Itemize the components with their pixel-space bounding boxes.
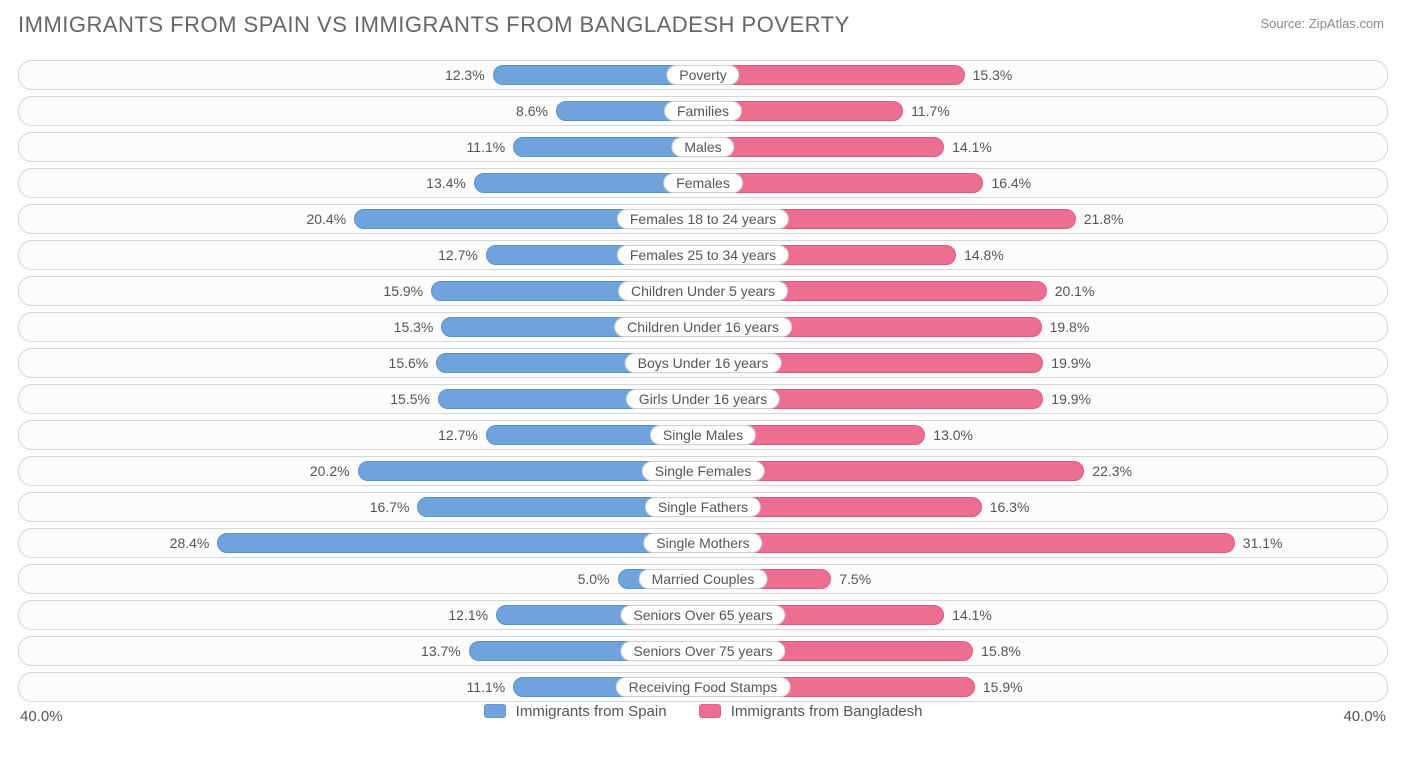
value-right: 31.1%	[1235, 529, 1283, 557]
value-left: 13.4%	[426, 169, 474, 197]
category-label: Females	[663, 173, 743, 193]
value-left: 20.4%	[306, 205, 354, 233]
chart-row: 15.9% 20.1% Children Under 5 years	[18, 276, 1388, 306]
category-label: Females 25 to 34 years	[617, 245, 789, 265]
category-label: Single Males	[650, 425, 756, 445]
category-label: Seniors Over 65 years	[620, 605, 785, 625]
bar-right	[703, 137, 944, 157]
chart-row: 13.4% 16.4% Females	[18, 168, 1388, 198]
value-left: 11.1%	[467, 673, 514, 701]
value-right: 14.1%	[944, 133, 992, 161]
value-right: 21.8%	[1076, 205, 1124, 233]
category-label: Males	[671, 137, 734, 157]
chart-row: 15.3% 19.8% Children Under 16 years	[18, 312, 1388, 342]
chart-row: 12.3% 15.3% Poverty	[18, 60, 1388, 90]
chart-row: 11.1% 15.9% Receiving Food Stamps	[18, 672, 1388, 702]
chart-row: 15.6% 19.9% Boys Under 16 years	[18, 348, 1388, 378]
category-label: Families	[664, 101, 742, 121]
chart-row: 12.1% 14.1% Seniors Over 65 years	[18, 600, 1388, 630]
value-right: 14.8%	[956, 241, 1004, 269]
category-label: Females 18 to 24 years	[617, 209, 789, 229]
bar-right	[703, 533, 1235, 553]
value-left: 12.7%	[438, 421, 486, 449]
value-left: 15.6%	[389, 349, 437, 377]
value-right: 19.9%	[1043, 385, 1091, 413]
axis-right-max: 40.0%	[1343, 708, 1386, 725]
value-left: 11.1%	[467, 133, 514, 161]
chart-row: 13.7% 15.8% Seniors Over 75 years	[18, 636, 1388, 666]
value-right: 15.9%	[975, 673, 1023, 701]
value-left: 15.5%	[390, 385, 438, 413]
value-right: 16.4%	[983, 169, 1031, 197]
chart-row: 12.7% 14.8% Females 25 to 34 years	[18, 240, 1388, 270]
legend-item-right: Immigrants from Bangladesh	[699, 703, 923, 720]
diverging-bar-chart: 12.3%15.3%Poverty8.6%11.7%Families11.1%1…	[18, 60, 1388, 702]
category-label: Boys Under 16 years	[625, 353, 782, 373]
legend-swatch-right	[699, 704, 721, 718]
value-left: 5.0%	[578, 565, 618, 593]
value-left: 13.7%	[421, 637, 469, 665]
value-right: 16.3%	[982, 493, 1030, 521]
value-right: 15.8%	[973, 637, 1021, 665]
category-label: Children Under 5 years	[618, 281, 788, 301]
chart-row: 11.1% 14.1% Males	[18, 132, 1388, 162]
category-label: Children Under 16 years	[614, 317, 792, 337]
value-right: 14.1%	[944, 601, 992, 629]
legend-swatch-left	[484, 704, 506, 718]
chart-row: 16.7% 16.3% Single Fathers	[18, 492, 1388, 522]
bar-right	[703, 173, 983, 193]
category-label: Poverty	[666, 65, 739, 85]
value-right: 11.7%	[903, 97, 950, 125]
value-left: 28.4%	[170, 529, 218, 557]
bar-left	[217, 533, 703, 553]
category-label: Single Females	[642, 461, 765, 481]
value-left: 12.1%	[448, 601, 496, 629]
legend-label-left: Immigrants from Spain	[516, 703, 667, 720]
legend: Immigrants from Spain Immigrants from Ba…	[18, 703, 1388, 720]
legend-label-right: Immigrants from Bangladesh	[731, 703, 923, 720]
value-left: 20.2%	[310, 457, 358, 485]
chart-row: 12.7% 13.0% Single Males	[18, 420, 1388, 450]
chart-row: 8.6% 11.7% Families	[18, 96, 1388, 126]
value-right: 15.3%	[965, 61, 1013, 89]
chart-row: 20.4% 21.8% Females 18 to 24 years	[18, 204, 1388, 234]
value-left: 12.7%	[438, 241, 486, 269]
source-label: Source: ZipAtlas.com	[1260, 16, 1384, 31]
value-right: 19.8%	[1042, 313, 1090, 341]
value-left: 12.3%	[445, 61, 493, 89]
category-label: Single Fathers	[645, 497, 761, 517]
value-right: 20.1%	[1047, 277, 1095, 305]
value-left: 15.3%	[394, 313, 442, 341]
category-label: Married Couples	[639, 569, 768, 589]
category-label: Seniors Over 75 years	[620, 641, 785, 661]
value-right: 19.9%	[1043, 349, 1091, 377]
chart-title: IMMIGRANTS FROM SPAIN VS IMMIGRANTS FROM…	[18, 12, 1388, 38]
chart-row: 5.0% 7.5% Married Couples	[18, 564, 1388, 594]
category-label: Girls Under 16 years	[626, 389, 780, 409]
axis-left-max: 40.0%	[20, 708, 63, 725]
category-label: Receiving Food Stamps	[616, 677, 791, 697]
value-right: 22.3%	[1084, 457, 1132, 485]
chart-row: 28.4% 31.1% Single Mothers	[18, 528, 1388, 558]
chart-row: 20.2% 22.3% Single Females	[18, 456, 1388, 486]
bar-right	[703, 65, 965, 85]
value-left: 16.7%	[370, 493, 418, 521]
value-right: 13.0%	[925, 421, 973, 449]
value-left: 15.9%	[383, 277, 431, 305]
legend-item-left: Immigrants from Spain	[484, 703, 667, 720]
category-label: Single Mothers	[643, 533, 762, 553]
value-right: 7.5%	[831, 565, 871, 593]
value-left: 8.6%	[516, 97, 556, 125]
chart-row: 15.5% 19.9% Girls Under 16 years	[18, 384, 1388, 414]
